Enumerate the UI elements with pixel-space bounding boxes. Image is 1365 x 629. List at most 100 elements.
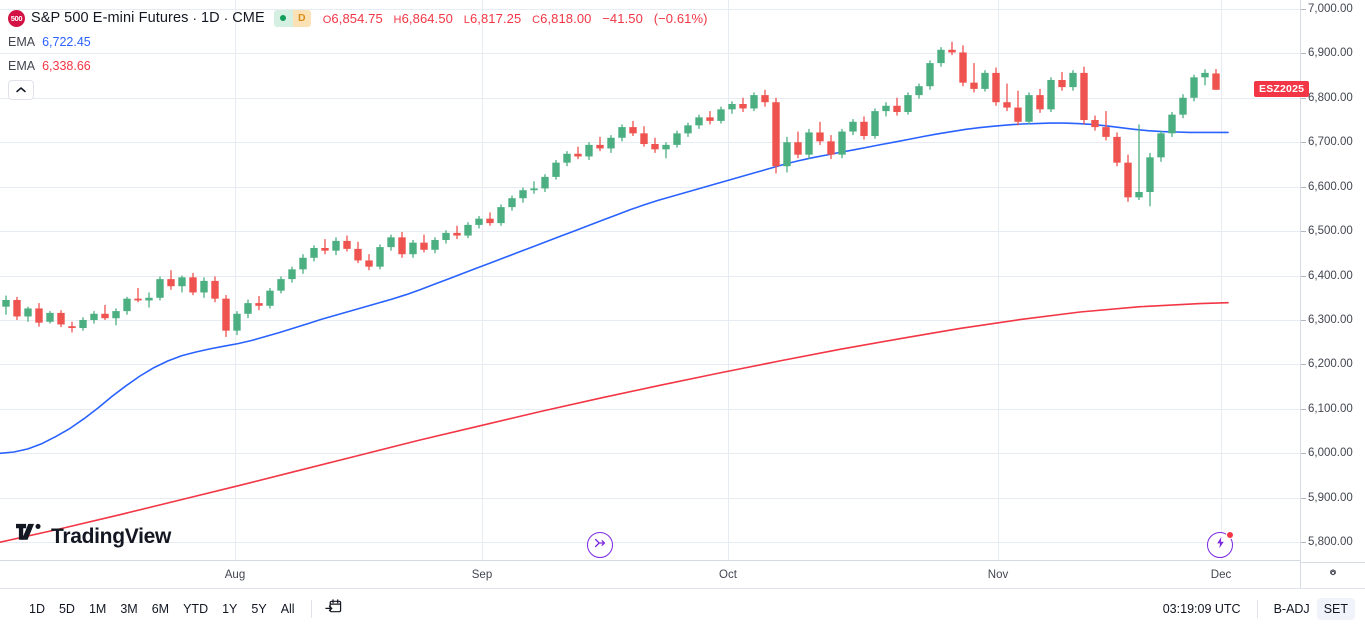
candle — [24, 306, 32, 322]
market-open-indicator-icon[interactable] — [273, 9, 293, 27]
timeframe-button-1y[interactable]: 1Y — [222, 602, 238, 616]
candle — [442, 230, 450, 244]
price-tick-label: 6,600.00 — [1308, 180, 1353, 193]
exchange-label[interactable]: CME — [232, 10, 265, 26]
candle — [464, 222, 472, 239]
candle — [519, 187, 527, 203]
timeframe-button-ytd[interactable]: YTD — [183, 602, 209, 616]
legend-indicator-row-2[interactable]: EMA 6,338.66 — [8, 54, 708, 78]
candle — [101, 304, 109, 320]
candle — [1025, 92, 1033, 125]
time-axis[interactable]: Aug Sep Oct Nov Dec — [0, 560, 1300, 588]
candle — [211, 276, 219, 303]
candle — [112, 308, 120, 326]
price-tick-mark — [1301, 142, 1306, 143]
candle — [79, 317, 87, 331]
price-tick-mark — [1301, 276, 1306, 277]
candle — [1003, 83, 1011, 112]
change-percent-value: (−0.61%) — [653, 10, 708, 26]
candle — [332, 237, 340, 256]
indicator-value-1: 6,722.45 — [42, 35, 91, 49]
price-tick-mark — [1301, 98, 1306, 99]
candle — [1212, 69, 1220, 91]
session-button[interactable]: SET — [1316, 598, 1355, 620]
candle — [134, 288, 142, 303]
time-tick-label: Aug — [224, 569, 246, 581]
price-tick-label: 6,100.00 — [1308, 402, 1353, 415]
price-tick-label: 6,200.00 — [1308, 358, 1353, 371]
timeframe-button-1d[interactable]: 1D — [29, 602, 45, 616]
candle — [1058, 72, 1066, 91]
change-value: −41.50 — [602, 10, 643, 26]
candle — [1190, 74, 1198, 102]
candle — [508, 195, 516, 211]
price-tick-label: 6,300.00 — [1308, 314, 1353, 326]
candle — [651, 137, 659, 153]
time-tick-label: Dec — [1210, 569, 1232, 581]
high-label: H — [393, 13, 402, 26]
candle — [244, 299, 252, 319]
candle — [288, 266, 296, 283]
candle — [574, 146, 582, 160]
candle — [145, 292, 153, 308]
candle — [640, 126, 648, 147]
candle — [343, 235, 351, 252]
price-tick-label: 6,900.00 — [1308, 47, 1353, 60]
candle — [354, 241, 362, 264]
timeframe-button-5y[interactable]: 5Y — [251, 602, 267, 616]
candle — [321, 239, 329, 255]
interval-label[interactable]: 1D — [200, 10, 220, 26]
replay-button[interactable] — [1207, 531, 1234, 558]
candle — [629, 120, 637, 136]
candle — [618, 124, 626, 142]
price-scale-settings-button[interactable] — [1301, 562, 1365, 588]
candle — [398, 232, 406, 258]
time-tick-label: Nov — [987, 569, 1009, 581]
timeframe-button-6m[interactable]: 6M — [151, 602, 170, 616]
candle — [376, 244, 384, 270]
candle — [90, 311, 98, 324]
candle — [673, 130, 681, 148]
candle — [563, 151, 571, 167]
price-scale[interactable]: 7,000.00 6,900.00 6,800.00 6,700.00 6,600.00… — [1300, 0, 1365, 588]
legend-indicator-row-1[interactable]: EMA 6,722.45 — [8, 30, 708, 54]
candle — [1080, 66, 1088, 125]
price-tick-label: 6,400.00 — [1308, 269, 1353, 282]
adjustment-button[interactable]: B-ADJ — [1273, 602, 1310, 616]
legend-separator-2: · — [223, 10, 229, 26]
candle — [486, 212, 494, 226]
indicator-value-2: 6,338.66 — [42, 59, 91, 73]
goto-date-button[interactable] — [321, 597, 347, 621]
candle — [530, 181, 538, 194]
candle — [1179, 94, 1187, 119]
timeframe-button-3m[interactable]: 3M — [120, 602, 138, 616]
candle — [926, 60, 934, 90]
timeframe-button-5d[interactable]: 5D — [58, 602, 75, 616]
candle — [1135, 124, 1143, 200]
candle — [1069, 70, 1077, 91]
session-badge[interactable]: D — [292, 9, 311, 27]
candle — [860, 116, 868, 140]
candle — [684, 122, 692, 137]
symbol-name[interactable]: S&P 500 E-mini Futures — [31, 10, 189, 26]
price-tick-label: 6,800.00 — [1308, 91, 1353, 104]
candle — [57, 310, 65, 328]
open-value: 6,854.75 — [331, 10, 383, 26]
indicator-name-2: EMA — [8, 59, 36, 73]
candle — [68, 321, 76, 333]
timeframe-button-1m[interactable]: 1M — [88, 602, 107, 616]
candle — [2, 295, 10, 315]
candle — [739, 97, 747, 112]
collapse-legend-button[interactable] — [8, 80, 34, 100]
lightning-bolt-icon — [1214, 536, 1227, 554]
clock-label[interactable]: 03:19:09 UTC — [1162, 602, 1241, 616]
indicator-name-1: EMA — [8, 35, 36, 49]
timeframe-button-all[interactable]: All — [280, 602, 295, 616]
candle — [717, 106, 725, 124]
goto-realtime-button[interactable] — [587, 532, 613, 558]
legend-symbol-row[interactable]: 500 S&P 500 E-mini Futures · 1D · CME D … — [8, 6, 708, 30]
chart-pane[interactable]: TradingView Aug Sep Oct Nov Dec 5 — [0, 0, 1300, 588]
price-tick-mark — [1301, 364, 1306, 365]
candle — [783, 136, 791, 173]
